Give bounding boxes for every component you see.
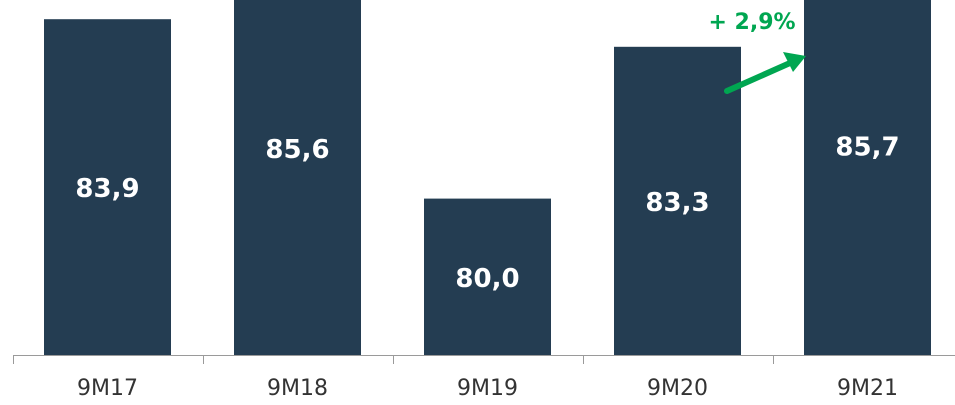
bar-value-label: 83,9 [75,174,139,204]
x-tick-label: 9M21 [837,376,898,401]
x-tick-label: 9M19 [457,376,518,401]
x-tick-labels: 9M17 9M18 9M19 9M20 9M21 [77,376,898,401]
bars-group: 83,9 85,6 80,0 83,3 85,7 [44,0,931,356]
x-tick-label: 9M20 [647,376,708,401]
bar-9m20 [614,46,741,356]
growth-label: + 2,9% [708,10,795,35]
x-axis [13,355,955,364]
x-tick-label: 9M17 [77,376,138,401]
bar-value-label: 80,0 [455,264,519,294]
growth-arrow-icon [724,52,806,94]
bar-9m18 [234,0,361,355]
growth-annotation: + 2,9% [708,10,806,94]
x-tick-label: 9M18 [267,376,328,401]
bar-value-label: 85,6 [265,135,329,165]
bar-value-label: 83,3 [645,188,709,218]
bar-9m19 [424,198,551,355]
bar-value-label: 85,7 [835,133,899,163]
bar-9m17 [44,19,171,355]
bar-9m21 [804,0,931,356]
